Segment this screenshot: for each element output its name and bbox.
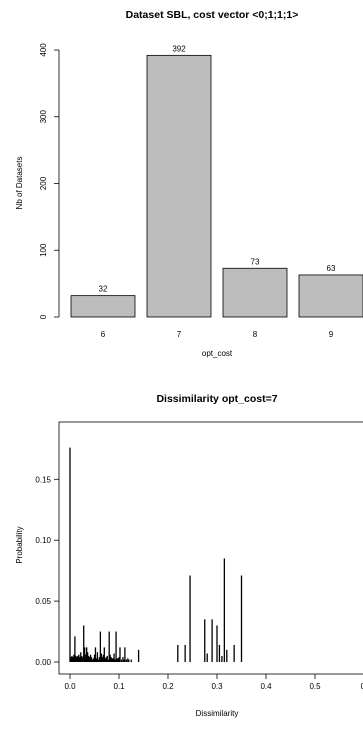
bar-chart-title: Dataset SBL, cost vector <0;1;1;1>: [126, 9, 299, 21]
y-tick-label: 0: [39, 314, 48, 319]
dissimilarity-chart-spikes: [69, 447, 243, 662]
x-category-label: 6: [101, 330, 106, 339]
bar-chart-y-ticks: 0 100 200 300 400: [39, 43, 59, 319]
dissimilarity-chart-xlabel: Dissimilarity: [196, 709, 239, 718]
dissimilarity-chart: Dissimilarity opt_cost=7 Probability Dis…: [15, 393, 363, 718]
bar-chart-x-tick-labels: 6 7 8 9: [101, 330, 334, 339]
x-category-label: 9: [329, 330, 334, 339]
bar-chart-ylabel: Nb of Datasets: [15, 157, 24, 210]
dissimilarity-chart-y-ticks: 0.00 0.05 0.10 0.15: [35, 475, 59, 667]
y-tick-label: 0.15: [35, 475, 51, 484]
x-tick-label: 0.3: [211, 682, 223, 691]
bar: [70, 295, 136, 318]
dissimilarity-chart-x-ticks: 0.0 0.1 0.2 0.3 0.4 0.5 0.: [64, 674, 363, 691]
x-category-label: 8: [253, 330, 258, 339]
y-tick-label: 200: [39, 176, 48, 190]
dissimilarity-chart-title: Dissimilarity opt_cost=7: [156, 393, 277, 405]
bar-data-label: 63: [327, 264, 336, 273]
bar-data-label: 73: [251, 257, 260, 266]
bar-data-label: 32: [99, 285, 108, 294]
x-tick-label: 0.4: [260, 682, 272, 691]
x-category-label: 7: [177, 330, 182, 339]
bar-chart: Dataset SBL, cost vector <0;1;1;1> Nb of…: [15, 9, 363, 358]
bar-chart-xlabel: opt_cost: [202, 349, 233, 358]
y-tick-label: 400: [39, 43, 48, 57]
dissimilarity-chart-plot-box: [58, 421, 363, 675]
y-tick-label: 300: [39, 110, 48, 124]
x-tick-label: 0.: [361, 682, 363, 691]
y-tick-label: 0.00: [35, 658, 51, 667]
x-tick-label: 0.2: [162, 682, 174, 691]
y-tick-label: 100: [39, 243, 48, 257]
bar: [298, 274, 363, 318]
bar: [146, 54, 212, 318]
y-tick-label: 0.05: [35, 597, 51, 606]
x-tick-label: 0.0: [64, 682, 76, 691]
bar-data-label: 392: [172, 44, 186, 53]
dissimilarity-chart-ylabel: Probability: [15, 526, 24, 563]
x-tick-label: 0.1: [113, 682, 125, 691]
bar-chart-bars: 32 392 73 63: [70, 44, 363, 318]
x-tick-label: 0.5: [309, 682, 321, 691]
y-tick-label: 0.10: [35, 536, 51, 545]
bar: [222, 267, 288, 318]
